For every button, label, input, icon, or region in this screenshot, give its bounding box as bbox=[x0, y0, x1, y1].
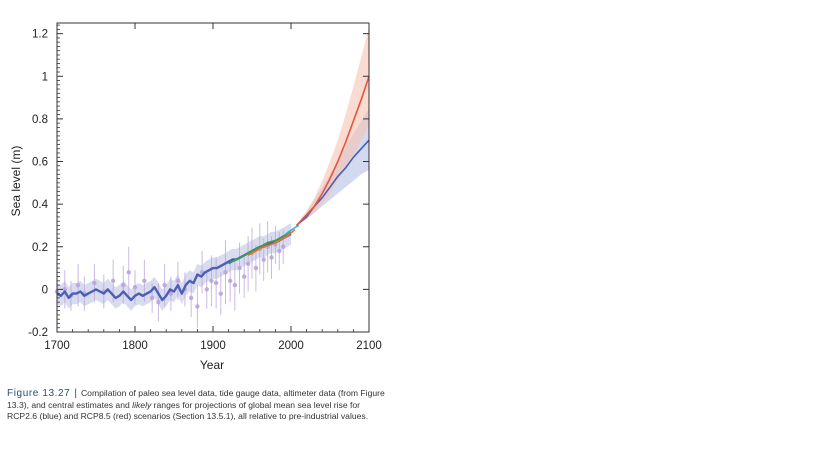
proxy-point-32 bbox=[253, 265, 259, 271]
proxy-point-14 bbox=[162, 282, 167, 288]
y-tick-label-1: 0 bbox=[42, 284, 48, 296]
y-tick-label-0: -0.2 bbox=[28, 327, 48, 339]
proxy-point-27 bbox=[232, 282, 238, 288]
y-tick-label-3: 0.4 bbox=[32, 199, 49, 211]
proxy-point-8 bbox=[121, 282, 126, 288]
caption-separator: | bbox=[74, 388, 77, 399]
y-tick-label-7: 1.2 bbox=[32, 29, 48, 41]
proxy-point-39 bbox=[281, 244, 286, 249]
proxy-point-15 bbox=[168, 291, 174, 296]
y-tick-label-5: 0.8 bbox=[32, 114, 48, 126]
proxy-point-29 bbox=[242, 274, 247, 279]
x-axis-ticks: 1700 1800 1900 2000 2100 bbox=[44, 23, 382, 352]
proxy-point-9 bbox=[126, 270, 131, 275]
proxy-point-18 bbox=[188, 295, 194, 301]
x-tick-label-2: 1900 bbox=[200, 340, 226, 352]
proxy-point-34 bbox=[261, 257, 266, 262]
proxy-point-5 bbox=[92, 280, 97, 286]
proxy-point-23 bbox=[213, 280, 219, 286]
proxy-point-12 bbox=[149, 295, 155, 301]
y-axis-title: Sea level (m) bbox=[9, 146, 23, 217]
proxy-point-7 bbox=[110, 278, 116, 284]
proxy-point-38 bbox=[277, 248, 282, 254]
proxy-point-30 bbox=[245, 261, 251, 267]
figure-label: Figure 13.27 bbox=[7, 388, 71, 399]
proxy-point-21 bbox=[204, 287, 209, 292]
x-tick-label-4: 2100 bbox=[356, 340, 382, 352]
proxy-point-3 bbox=[75, 282, 81, 288]
x-tick-label-0: 1700 bbox=[44, 340, 70, 352]
proxy-point-13 bbox=[156, 299, 161, 305]
y-axis-ticks: -0.2 0 0.2 0.4 0.6 0.8 1 1.2 bbox=[28, 24, 369, 339]
proxy-point-25 bbox=[223, 270, 228, 275]
rcp26_projection-band bbox=[296, 108, 369, 226]
rcp85_projection-band bbox=[296, 27, 369, 226]
y-tick-label-4: 0.6 bbox=[32, 157, 48, 169]
paleo-proxy-points bbox=[54, 221, 286, 328]
caption-text: Compilation of paleo sea level data, tid… bbox=[7, 388, 385, 410]
figure-caption: Figure 13.27 | Compilation of paleo sea le… bbox=[7, 388, 387, 423]
y-tick-label-2: 0.2 bbox=[32, 242, 48, 254]
proxy-point-11 bbox=[142, 278, 147, 284]
x-tick-label-1: 1800 bbox=[122, 340, 148, 352]
proxy-point-16 bbox=[175, 278, 181, 284]
altimeter-line bbox=[285, 224, 300, 235]
rcp85_projection-line bbox=[295, 76, 370, 226]
sea_level_reconstruction-band bbox=[57, 223, 291, 311]
proxy-point-36 bbox=[269, 255, 274, 260]
x-axis-title: Year bbox=[200, 358, 224, 372]
y-tick-label-6: 1 bbox=[42, 71, 48, 83]
x-tick-label-3: 2000 bbox=[278, 340, 304, 352]
proxy-point-19 bbox=[195, 304, 200, 309]
tide_gauge_orange-line bbox=[247, 229, 296, 257]
proxy-point-24 bbox=[218, 291, 223, 296]
uncertainty-bands bbox=[57, 27, 369, 311]
caption-text-italic: likely bbox=[132, 399, 152, 410]
tide_gauge_green-line bbox=[228, 231, 292, 265]
caption-text-end: ranges for projections of global mean se… bbox=[7, 399, 369, 422]
series-lines bbox=[56, 76, 370, 302]
proxy-point-1 bbox=[62, 287, 67, 292]
proxy-point-10 bbox=[132, 285, 138, 290]
proxy-point-28 bbox=[237, 265, 242, 271]
proxy-point-22 bbox=[209, 278, 214, 284]
proxy-point-26 bbox=[227, 278, 233, 284]
